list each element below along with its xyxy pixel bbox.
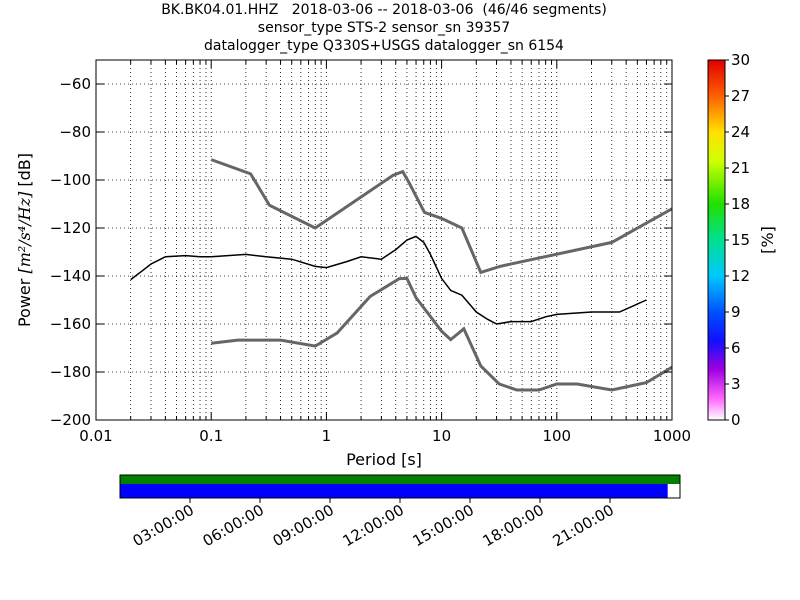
chart-title-line-1: BK.BK04.01.HHZ 2018-03-06 -- 2018-03-06 … [161, 2, 607, 18]
colorbar-tick-label: 6 [731, 339, 741, 357]
chart-title-line-3: datalogger_type Q330S+USGS datalogger_sn… [204, 38, 564, 54]
timeline-tick-label: 21:00:00 [550, 501, 617, 550]
x-axis: 0.01 0.1 1 10 100 1000 [79, 60, 691, 445]
x-tick-label: 10 [432, 427, 451, 445]
y-tick-label: −60 [59, 75, 91, 93]
grid-lines [95, 60, 672, 421]
timeline-tick-label: 03:00:00 [130, 501, 197, 550]
colorbar-tick-label: 3 [731, 375, 741, 393]
median-line [130, 235, 647, 325]
y-tick-label: −120 [50, 219, 91, 237]
colorbar-label: [%] [758, 226, 777, 254]
timeline-tick-label: 09:00:00 [270, 501, 337, 550]
timeline-tick-label: 15:00:00 [410, 501, 477, 550]
y-tick-label: −180 [50, 363, 91, 381]
plot-frame [95, 59, 673, 421]
y-tick-label: −80 [59, 123, 91, 141]
timeline-coverage-bar [120, 484, 668, 498]
colorbar-tick-label: 27 [731, 87, 750, 105]
x-axis-label: Period [s] [346, 450, 422, 469]
colorbar-tick-label: 12 [731, 267, 750, 285]
x-tick-label: 100 [542, 427, 571, 445]
x-tick-label: 0.01 [79, 427, 112, 445]
noise-model-lines [130, 158, 672, 392]
chart-title-line-2: sensor_type STS-2 sensor_sn 39357 [257, 20, 511, 36]
colorbar [707, 59, 726, 421]
colorbar-tick-label: 0 [731, 411, 741, 429]
y-axis-label: Power [m²/s⁴/Hz] [dB] [15, 153, 34, 327]
y-axis: −60 −80 −100 −120 −140 −160 −180 −200 [50, 75, 672, 429]
colorbar-tick-label: 24 [731, 123, 750, 141]
y-tick-label: −140 [50, 267, 91, 285]
timeline-tick-label: 06:00:00 [200, 501, 267, 550]
y-tick-label: −200 [50, 411, 91, 429]
colorbar-tick-label: 9 [731, 303, 741, 321]
colorbar-tick-label: 15 [731, 231, 750, 249]
x-tick-label: 1000 [653, 427, 691, 445]
timeline-tick-label: 18:00:00 [480, 501, 547, 550]
noise-model-low-line [211, 276, 672, 392]
x-tick-label: 1 [322, 427, 332, 445]
timeline-segments-bar [120, 475, 680, 484]
x-tick-label: 0.1 [199, 427, 223, 445]
colorbar-tick-label: 21 [731, 159, 750, 177]
timeline-bar: 03:00:00 06:00:00 09:00:00 12:00:00 15:00:00… [119, 474, 681, 550]
colorbar-axis: 0 3 6 9 12 15 18 21 24 27 30 [725, 51, 750, 429]
timeline-tick-label: 12:00:00 [340, 501, 407, 550]
colorbar-tick-label: 18 [731, 195, 750, 213]
y-tick-label: −160 [50, 315, 91, 333]
colorbar-tick-label: 30 [731, 51, 750, 69]
y-tick-label: −100 [50, 171, 91, 189]
noise-model-high-line [210, 158, 672, 275]
